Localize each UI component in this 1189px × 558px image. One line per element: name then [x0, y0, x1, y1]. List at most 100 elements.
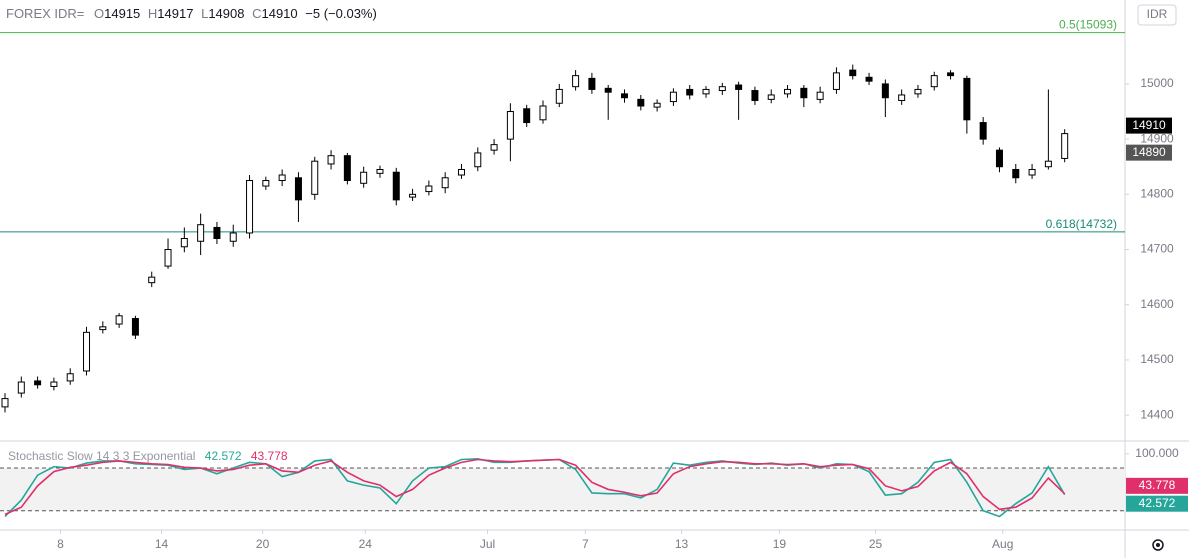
- candle-body: [1044, 160, 1052, 168]
- candle-body: [327, 155, 335, 165]
- candle-body: [539, 105, 547, 121]
- x-tick-label: 25: [869, 537, 883, 551]
- candle-body: [457, 168, 465, 176]
- y-tick-label: 14800: [1140, 187, 1174, 201]
- candle-body: [947, 72, 955, 77]
- candle-body: [262, 180, 270, 187]
- settings-icon[interactable]: [1152, 539, 1164, 551]
- candle-body: [1061, 133, 1069, 159]
- candle-body: [881, 83, 889, 99]
- gear-center[interactable]: [1156, 543, 1160, 547]
- ohlc-label: H: [148, 6, 157, 21]
- stoch-k-value: 42.572: [205, 449, 242, 463]
- gear[interactable]: [1152, 539, 1164, 551]
- stoch-title: Stochastic Slow 14 3 3 Exponential: [8, 449, 195, 463]
- price-label: 14890: [1132, 145, 1166, 159]
- candle-body: [523, 108, 531, 124]
- price-pane: 14400 14500 14600 14700 14800 14900 15000 8 14 20…: [0, 18, 1174, 551]
- header: FOREX IDR= O14915 H14917 L14908 C14910 −…: [6, 6, 377, 21]
- candle-body: [99, 326, 107, 331]
- candle-body: [180, 237, 188, 248]
- candle-body: [930, 75, 938, 88]
- candle-body: [669, 91, 677, 103]
- last-value-label: 43.778: [1139, 478, 1176, 492]
- y-tick-label: 14500: [1140, 352, 1174, 366]
- candle-body: [441, 177, 449, 189]
- candle-body: [784, 88, 792, 95]
- ohlc-value: 14908: [208, 6, 244, 21]
- stoch-d-value: 43.778: [251, 449, 288, 463]
- candle-body: [148, 276, 156, 284]
- candle-body: [392, 171, 400, 201]
- level-label: 0.5(15093): [1059, 18, 1117, 32]
- stoch-line: [4, 458, 1066, 516]
- candle-body: [979, 122, 987, 140]
- price-label-box: [1126, 144, 1172, 161]
- candle-body: [637, 98, 645, 107]
- candle-body: [506, 111, 514, 140]
- candle-body: [1012, 168, 1020, 179]
- candle-body: [800, 87, 808, 99]
- candle-body: [621, 93, 629, 99]
- change: −5 (−0.03%): [305, 6, 377, 21]
- candle-body: [995, 149, 1003, 168]
- symbol-box[interactable]: [1137, 4, 1177, 26]
- ohlc-value: 14910: [261, 6, 297, 21]
- stoch-pane: 100.000 43.778 42.572: [0, 446, 1188, 518]
- candle-body: [1, 398, 9, 408]
- y-tick-label: 14700: [1140, 242, 1174, 256]
- y-tick-label: 14600: [1140, 297, 1174, 311]
- price-label: 14910: [1132, 118, 1166, 132]
- x-tick-label: Aug: [992, 537, 1013, 551]
- x-tick-label: 20: [256, 537, 270, 551]
- x-tick-label: 19: [773, 537, 787, 551]
- x-tick-label: 13: [675, 537, 689, 551]
- candle-body: [17, 381, 25, 394]
- stoch-legend: Stochastic Slow 14 3 3 Exponential 42.57…: [8, 449, 288, 463]
- last-value-box: [1126, 495, 1188, 512]
- candle-body: [229, 232, 237, 242]
- candle-body: [131, 318, 139, 336]
- price-label-box: [1126, 117, 1172, 134]
- symbol[interactable]: IDR: [1147, 7, 1168, 21]
- candle-body: [914, 88, 922, 95]
- candle-body: [653, 102, 661, 108]
- candle-body: [311, 160, 319, 195]
- ohlc-label: C: [252, 6, 261, 21]
- candle-body: [246, 180, 254, 234]
- candle-body: [572, 75, 580, 88]
- candle-body: [115, 315, 123, 325]
- ohlc-label: L: [201, 6, 208, 21]
- candle-body: [832, 72, 840, 90]
- candle-body: [898, 94, 906, 101]
- candle-body: [735, 84, 743, 90]
- candle-body: [474, 152, 482, 168]
- candle-body: [278, 174, 286, 182]
- candle-body: [66, 373, 74, 382]
- candle-body: [849, 69, 857, 77]
- candle-body: [963, 77, 971, 121]
- x-tick-label: 7: [582, 537, 589, 551]
- candle-body: [197, 224, 205, 242]
- candle-body: [767, 94, 775, 100]
- x-tick-label: Jul: [480, 537, 495, 551]
- last-value-box: [1126, 477, 1188, 494]
- candle-body: [555, 88, 563, 104]
- candle-body: [865, 76, 873, 82]
- band-fill: [0, 468, 1125, 511]
- candle-body: [213, 226, 221, 239]
- candle-body: [83, 331, 91, 372]
- candle-body: [164, 249, 172, 267]
- candle-body: [1028, 168, 1036, 176]
- x-tick-label: 8: [57, 537, 64, 551]
- candle-body: [751, 90, 759, 101]
- candle-body: [376, 168, 384, 174]
- y-tick-label: 14400: [1140, 407, 1174, 421]
- candle-body: [816, 91, 824, 100]
- ohlc-value: 14917: [157, 6, 193, 21]
- x-tick-label: 24: [359, 537, 373, 551]
- y-tick-label: 100.000: [1135, 446, 1179, 460]
- ticker: FOREX IDR=: [6, 6, 84, 21]
